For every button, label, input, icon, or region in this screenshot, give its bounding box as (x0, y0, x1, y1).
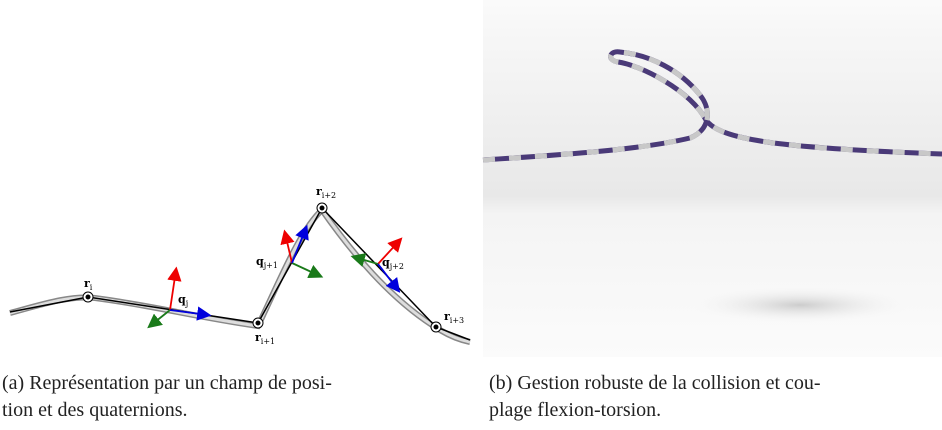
caption: (a) Représentation par un champ de posi- (2, 372, 332, 394)
label: qj+1 (256, 255, 278, 270)
label: qj+2 (382, 256, 404, 271)
panel-a: ri qj ri+1 qj+1 ri+2 qj+2 ri+3 (a) Repré… (2, 185, 471, 421)
centerline (9, 206, 471, 341)
caption: tion et des quaternions. (2, 399, 188, 421)
rope-stripes (482, 49, 942, 163)
frames (147, 224, 403, 329)
panel-b: (b) Gestion robuste de la collision et c… (482, 0, 942, 421)
label: ri+2 (316, 185, 336, 200)
rod-highlight (9, 207, 471, 344)
caption: plage flexion-torsion. (489, 399, 661, 421)
nodes (82, 202, 442, 333)
caption: (b) Gestion robuste de la collision et c… (489, 372, 821, 394)
label: qj (178, 293, 188, 308)
label: ri (84, 277, 93, 292)
label: ri+1 (255, 331, 275, 346)
label: ri+3 (444, 310, 464, 325)
shadow (690, 287, 910, 323)
